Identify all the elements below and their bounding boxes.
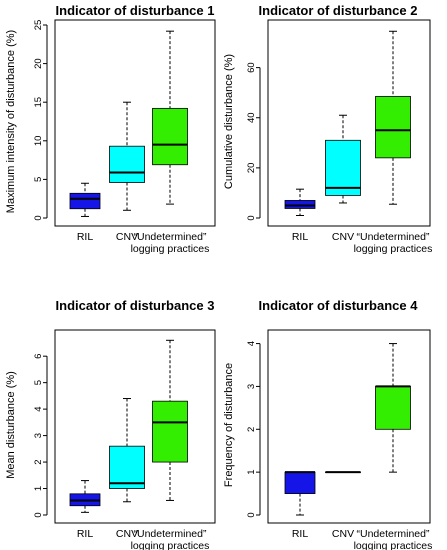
box-ril <box>284 471 316 516</box>
box-ril <box>69 182 101 217</box>
box-cnv <box>109 398 145 503</box>
box-cnv <box>109 101 145 211</box>
panel-title: Indicator of disturbance 2 <box>259 3 418 18</box>
x-category-label: CNV <box>116 528 138 540</box>
y-tick-label: 4 <box>246 341 257 346</box>
x-category-label: RIL <box>292 528 309 540</box>
box-cnv <box>325 114 361 204</box>
iqr-box <box>152 107 188 166</box>
iqr-box <box>375 386 411 430</box>
iqr-box <box>152 400 188 463</box>
y-axis-label: Mean disturbance (%) <box>5 371 17 479</box>
y-axis-label: Frequency of disturbance <box>223 363 235 487</box>
panel-disturbance-4: Indicator of disturbance 4 Frequency of … <box>223 298 432 550</box>
x-category-label: “Undetermined” logging practices <box>131 231 210 255</box>
x-category-label: “Undetermined” logging practices <box>354 528 433 550</box>
box-ril <box>284 188 316 216</box>
panel-title: Indicator of disturbance 4 <box>259 298 419 313</box>
box-undetermined <box>375 343 411 473</box>
iqr-box <box>325 139 361 196</box>
y-tick-label: 2 <box>33 459 44 464</box>
iqr-box <box>284 200 316 209</box>
x-category-label: CNV <box>332 528 354 540</box>
y-tick-label: 0 <box>33 215 44 220</box>
x-category-label: RIL <box>77 231 94 243</box>
y-tick-label: 15 <box>33 97 44 108</box>
y-tick-label: 1 <box>246 469 257 474</box>
y-tick-label: 25 <box>33 20 44 31</box>
y-tick-label: 60 <box>246 62 257 73</box>
iqr-box <box>69 192 101 210</box>
y-tick-label: 0 <box>33 512 44 517</box>
box-undetermined <box>152 30 188 205</box>
x-category-label: CNV <box>332 231 354 243</box>
y-tick-label: 10 <box>33 136 44 147</box>
iqr-box <box>375 96 411 159</box>
y-axis-label: Cumulative disturbance (%) <box>223 54 235 189</box>
x-category-label: “Undetermined” logging practices <box>354 231 433 255</box>
y-tick-label: 0 <box>246 215 257 220</box>
y-tick-label: 2 <box>246 427 257 432</box>
y-tick-label: 40 <box>246 112 257 123</box>
y-tick-label: 6 <box>33 354 44 359</box>
y-tick-label: 4 <box>33 406 44 411</box>
iqr-box <box>109 445 145 489</box>
x-category-label: RIL <box>292 231 309 243</box>
y-tick-label: 0 <box>246 512 257 517</box>
panel-disturbance-2: Indicator of disturbance 2 Cumulative di… <box>223 3 432 255</box>
panel-title: Indicator of disturbance 1 <box>56 3 215 18</box>
y-tick-label: 5 <box>33 177 44 182</box>
y-tick-label: 20 <box>33 58 44 69</box>
y-tick-label: 20 <box>246 163 257 174</box>
box-undetermined <box>375 30 411 205</box>
iqr-box <box>109 145 145 183</box>
plot-frame <box>267 19 431 227</box>
iqr-box <box>284 471 316 494</box>
y-tick-label: 3 <box>33 433 44 438</box>
plot-frame <box>54 19 216 227</box>
plot-frame <box>267 329 431 524</box>
y-tick-label: 1 <box>33 486 44 491</box>
panel-title: Indicator of disturbance 3 <box>56 298 215 313</box>
box-undetermined <box>152 339 188 501</box>
x-category-label: CNV <box>116 231 138 243</box>
x-category-label: “Undetermined” logging practices <box>131 528 210 550</box>
box-cnv <box>325 471 361 474</box>
y-tick-label: 5 <box>33 380 44 385</box>
panel-disturbance-3: Indicator of disturbance 3 Mean disturba… <box>5 298 216 550</box>
box-ril <box>69 480 101 513</box>
x-category-label: RIL <box>77 528 94 540</box>
y-tick-label: 3 <box>246 384 257 389</box>
plot-frame <box>54 329 216 524</box>
y-axis-label: Maximum intensity of disturbance (%) <box>5 30 17 213</box>
panel-disturbance-1: Indicator of disturbance 1 Maximum inten… <box>5 3 216 255</box>
